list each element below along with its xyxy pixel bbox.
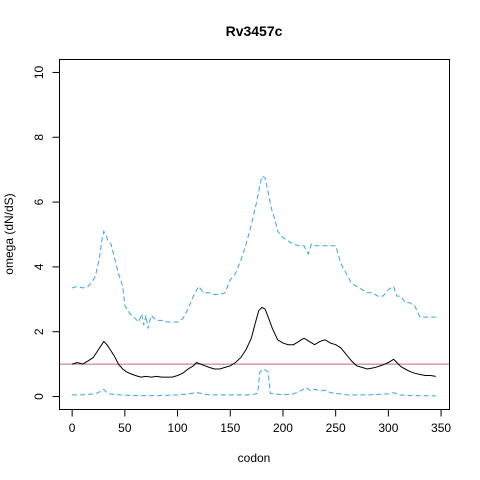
x-tick-label: 350 xyxy=(431,421,451,435)
plot-layer xyxy=(59,175,450,397)
x-tick-label: 200 xyxy=(273,421,293,435)
y-axis-label: omega (dN/dS) xyxy=(2,193,16,274)
x-axis-label: codon xyxy=(238,451,271,465)
y-tick-label: 10 xyxy=(32,65,46,79)
y-tick-label: 4 xyxy=(32,263,46,270)
chart-title: Rv3457c xyxy=(226,23,283,39)
x-tick-label: 250 xyxy=(326,421,346,435)
x-tick-label: 50 xyxy=(118,421,132,435)
x-axis: 0 50 100 150 200 250 300 350 xyxy=(69,409,451,435)
plot-frame xyxy=(59,59,450,410)
y-tick-label: 8 xyxy=(32,134,46,141)
series-line-estimate xyxy=(71,306,436,378)
x-tick-label: 300 xyxy=(378,421,398,435)
x-tick-label: 0 xyxy=(69,421,76,435)
x-tick-label: 100 xyxy=(168,421,188,435)
series-line-upper xyxy=(71,175,436,329)
y-axis: 0 2 4 6 8 10 xyxy=(32,65,60,400)
y-tick-label: 0 xyxy=(32,393,46,400)
x-tick-label: 150 xyxy=(220,421,240,435)
series-line-lower xyxy=(72,368,436,397)
y-tick-label: 2 xyxy=(32,328,46,335)
y-tick-label: 6 xyxy=(32,198,46,205)
